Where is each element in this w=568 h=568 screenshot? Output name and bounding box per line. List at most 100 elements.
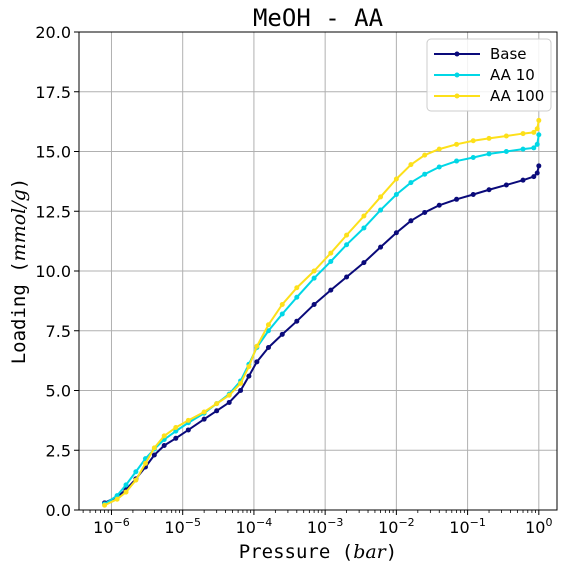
data-point — [133, 477, 139, 483]
x-axis-ticks: 10−6 10−5 10−4 10−3 10−2 10−1 100 — [82, 510, 552, 537]
data-point — [393, 192, 399, 198]
y-tick-label: 7.5 — [46, 322, 71, 341]
data-point — [161, 442, 167, 448]
data-point — [503, 133, 509, 139]
data-point — [328, 250, 334, 256]
x-tick-label: 10−1 — [449, 516, 486, 537]
data-point — [408, 218, 414, 224]
data-point — [422, 209, 428, 215]
data-point — [344, 274, 350, 280]
data-point — [265, 322, 271, 328]
data-point — [454, 196, 460, 202]
data-point — [436, 146, 442, 152]
data-point — [536, 163, 542, 169]
data-point — [151, 452, 157, 458]
y-tick-label: 12.5 — [35, 202, 71, 221]
data-point — [238, 388, 244, 393]
data-point — [520, 177, 526, 183]
data-point — [328, 287, 334, 293]
data-point — [408, 180, 414, 186]
legend-label: Base — [490, 45, 527, 63]
data-point — [470, 138, 476, 144]
data-point — [422, 152, 428, 158]
data-point — [279, 331, 285, 337]
x-tick-label-exponent: −1 — [470, 516, 486, 529]
data-point — [534, 141, 540, 147]
data-point — [311, 275, 317, 281]
data-point — [114, 493, 120, 499]
data-point — [173, 435, 179, 441]
data-point — [114, 496, 120, 502]
data-point — [531, 174, 537, 180]
x-tick-label-base: 10 — [164, 518, 184, 537]
series-aa-100 — [102, 117, 542, 508]
x-tick-label-exponent: 0 — [545, 516, 552, 529]
data-point — [486, 135, 492, 141]
y-tick-label: 10.0 — [35, 262, 71, 281]
data-point — [151, 445, 157, 451]
data-point — [214, 401, 220, 407]
data-point — [265, 344, 271, 350]
x-tick-label-base: 10 — [307, 518, 327, 537]
x-tick-label-base: 10 — [378, 518, 398, 537]
data-point — [470, 154, 476, 160]
data-point — [185, 417, 191, 423]
legend-item: Base — [434, 45, 527, 63]
x-tick-label: 10−6 — [93, 516, 130, 537]
data-point — [531, 129, 537, 135]
y-tick-label: 17.5 — [35, 83, 71, 102]
data-point — [246, 373, 252, 379]
data-point — [185, 427, 191, 433]
x-tick-label-exponent: −4 — [256, 516, 272, 529]
x-tick-label: 10−4 — [236, 516, 273, 537]
data-point — [265, 328, 271, 334]
y-tick-label: 2.5 — [46, 441, 71, 460]
y-tick-label: 15.0 — [35, 143, 71, 162]
data-point — [486, 187, 492, 193]
legend-label: AA 10 — [490, 66, 535, 84]
y-tick-label: 0.0 — [46, 501, 71, 520]
x-tick-label: 10−3 — [307, 516, 344, 537]
y-axis-label: Loading (mmol/g) — [8, 178, 30, 365]
x-tick-label-exponent: −3 — [327, 516, 343, 529]
data-point — [254, 359, 260, 365]
data-point — [361, 225, 367, 231]
data-point — [503, 149, 509, 154]
data-point — [344, 232, 350, 238]
data-point — [311, 268, 317, 274]
data-point — [503, 182, 509, 188]
data-point — [520, 146, 526, 152]
data-point — [279, 301, 285, 307]
x-tick-label: 10−2 — [378, 516, 415, 537]
data-point — [238, 380, 244, 386]
data-point — [173, 425, 179, 431]
data-point — [294, 294, 300, 300]
y-axis-ticks: 0.0 2.5 5.0 7.5 10.0 12.5 15.0 17.5 20.0 — [35, 23, 79, 520]
x-axis-label-text: Pressure — [239, 541, 342, 563]
data-point — [328, 258, 334, 264]
data-point — [361, 213, 367, 219]
y-axis-label-text: Loading — [8, 273, 30, 365]
data-point — [214, 408, 220, 414]
data-point — [173, 428, 179, 434]
data-point — [454, 158, 460, 164]
y-tick-label: 20.0 — [35, 23, 71, 42]
series-layer — [102, 117, 542, 508]
legend-swatch-marker — [454, 51, 460, 57]
data-point — [201, 416, 207, 422]
data-point — [422, 171, 428, 177]
data-point — [536, 117, 542, 123]
data-point — [226, 392, 232, 398]
y-axis-label-unit: mmol/g — [8, 189, 30, 261]
y-tick-label: 5.0 — [46, 382, 71, 401]
data-point — [408, 162, 414, 168]
x-tick-label: 10−5 — [164, 516, 201, 537]
data-point — [436, 164, 442, 170]
data-point — [531, 145, 537, 151]
data-point — [436, 202, 442, 208]
data-point — [393, 230, 399, 236]
data-point — [123, 482, 129, 488]
legend-swatch-marker — [454, 72, 460, 78]
x-tick-label-exponent: −6 — [114, 516, 130, 529]
